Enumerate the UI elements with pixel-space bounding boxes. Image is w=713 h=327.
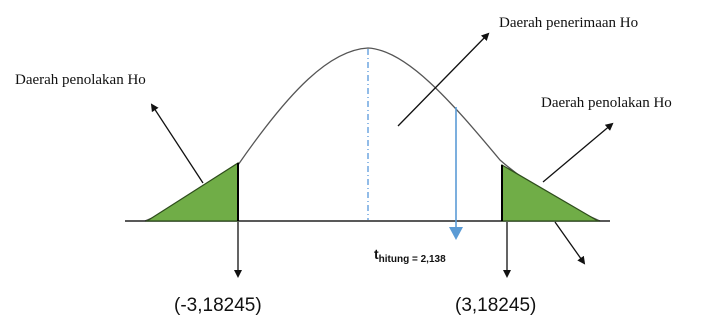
t-hitung-label: thitung = 2,138 (374, 246, 446, 265)
t-hitung-arrowhead (449, 227, 463, 240)
right-rejection-label: Daerah penolakan Ho (541, 95, 672, 111)
right-tail-arrow (554, 221, 586, 265)
acceptance-region-arrow (397, 32, 490, 127)
right-rejection-region (501, 163, 601, 222)
left-critical-value: (-3,18245) (174, 295, 262, 316)
left-rejection-arrow (150, 103, 204, 184)
right-rejection-arrow (542, 122, 614, 183)
acceptance-region-label: Daerah penerimaan Ho (499, 15, 638, 31)
right-critical-value: (3,18245) (455, 295, 536, 316)
left-rejection-region (144, 161, 239, 222)
left-rejection-label: Daerah penolakan Ho (15, 72, 146, 88)
